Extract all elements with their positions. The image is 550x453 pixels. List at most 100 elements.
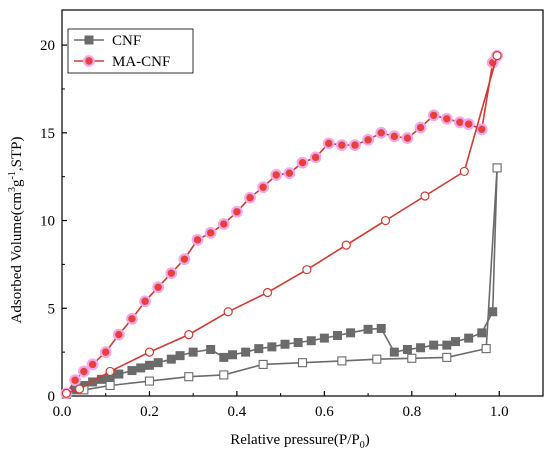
- data-point: [492, 51, 502, 61]
- data-point: [184, 372, 194, 382]
- data-point: [126, 312, 138, 325]
- data-point: [427, 109, 440, 122]
- data-point: [153, 358, 163, 368]
- data-point: [228, 350, 238, 360]
- data-point: [280, 339, 290, 349]
- data-point: [270, 169, 283, 181]
- data-point: [475, 123, 488, 136]
- data-point: [477, 328, 487, 338]
- data-point: [332, 330, 342, 340]
- data-point: [451, 337, 461, 347]
- data-point: [346, 328, 356, 338]
- data-point: [388, 130, 401, 143]
- data-point: [309, 151, 322, 164]
- data-point: [114, 369, 124, 379]
- data-point: [258, 359, 268, 369]
- series-line: [66, 167, 498, 395]
- data-point: [105, 380, 115, 391]
- data-point: [376, 323, 386, 333]
- ma-cnf-desorption-series: [61, 51, 502, 398]
- data-point: [139, 295, 151, 308]
- data-point: [241, 347, 251, 357]
- data-point: [219, 352, 229, 362]
- data-point: [420, 191, 430, 201]
- y-tick-label: 0: [48, 389, 56, 405]
- data-point: [492, 163, 502, 173]
- data-point: [204, 226, 217, 239]
- data-point: [459, 166, 469, 177]
- data-point: [219, 370, 229, 380]
- x-tick-label: 0.4: [228, 404, 247, 420]
- data-point: [380, 215, 391, 226]
- data-point: [244, 191, 256, 204]
- data-point: [322, 137, 335, 150]
- data-point: [429, 340, 439, 350]
- x-tick-label: 0.8: [402, 404, 421, 420]
- data-point: [442, 340, 452, 350]
- data-point: [191, 233, 204, 246]
- data-point: [144, 376, 155, 386]
- data-point: [262, 287, 273, 298]
- data-point: [414, 121, 427, 134]
- data-point: [283, 167, 296, 180]
- data-point: [306, 336, 316, 346]
- data-point: [402, 345, 412, 355]
- data-point: [462, 118, 475, 130]
- y-axis-label: Adsorbed Volume(cm3g-1,STP): [7, 137, 25, 324]
- data-point: [337, 356, 347, 366]
- data-point: [319, 333, 329, 343]
- data-point: [99, 346, 112, 359]
- legend: CNF MA-CNF: [67, 28, 194, 74]
- data-point: [293, 337, 303, 347]
- x-tick-label: 0.2: [140, 404, 159, 420]
- legend-label: CNF: [112, 33, 141, 49]
- data-point: [401, 132, 414, 144]
- series-line: [66, 167, 498, 395]
- data-point: [112, 328, 125, 341]
- legend-label: MA-CNF: [112, 54, 170, 70]
- data-point: [257, 181, 270, 194]
- data-point: [407, 353, 417, 363]
- y-tick-label: 20: [40, 38, 55, 54]
- y-axis-label-sup2: -1: [7, 171, 18, 179]
- data-point: [144, 347, 155, 357]
- data-point: [77, 365, 90, 378]
- y-axis-label-sup1: 3: [7, 187, 18, 192]
- y-tick-label: 5: [48, 301, 56, 317]
- data-point: [127, 366, 137, 376]
- data-point: [297, 358, 308, 368]
- y-tick-label: 15: [40, 126, 55, 142]
- data-point: [217, 218, 230, 230]
- data-point: [442, 352, 452, 362]
- data-point: [223, 307, 233, 317]
- y-tick-label: 10: [40, 214, 55, 230]
- plot-frame: [61, 9, 544, 397]
- data-point: [61, 388, 71, 398]
- data-point: [372, 354, 382, 364]
- data-point: [74, 384, 85, 394]
- data-point: [152, 281, 165, 294]
- data-point: [184, 329, 194, 340]
- data-point: [302, 265, 312, 275]
- data-point: [488, 307, 498, 317]
- data-point: [166, 354, 176, 364]
- data-point: [363, 324, 373, 334]
- data-point: [254, 344, 264, 354]
- data-point: [206, 345, 216, 355]
- data-point: [136, 363, 146, 373]
- data-point: [481, 344, 491, 354]
- data-point: [178, 253, 191, 266]
- data-point: [464, 333, 474, 343]
- x-axis-label-subscript: 0: [360, 440, 365, 451]
- x-axis-label: Relative pressure(P/P0): [230, 432, 370, 451]
- data-point: [362, 133, 374, 146]
- data-point: [416, 343, 426, 353]
- data-point: [389, 347, 399, 357]
- legend-marker: [84, 35, 94, 45]
- data-point: [335, 139, 348, 152]
- data-point: [144, 360, 154, 370]
- ma-cnf-adsorption-series: [60, 49, 503, 400]
- data-point: [165, 267, 178, 280]
- data-point: [440, 112, 453, 125]
